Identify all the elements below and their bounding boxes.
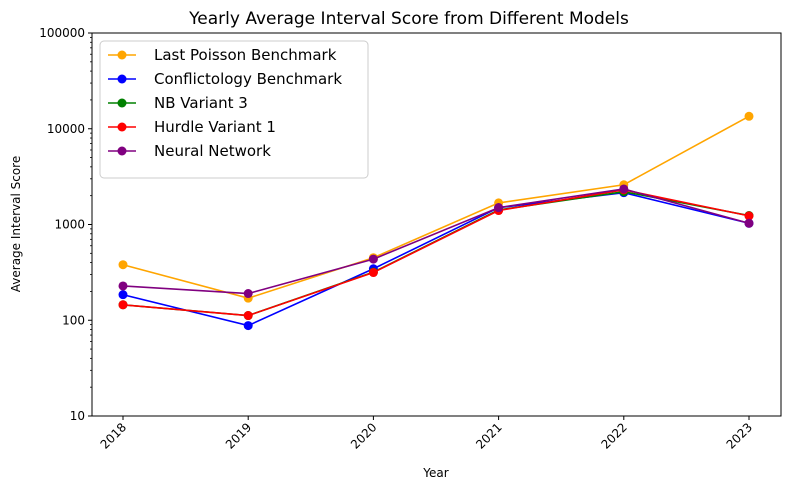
- y-tick-label: 10000: [47, 122, 85, 136]
- data-point: [744, 211, 754, 221]
- y-axis-label: Average Interval Score: [9, 156, 23, 292]
- data-point: [619, 184, 629, 194]
- x-tick-label: 2021: [473, 420, 504, 451]
- data-point: [744, 218, 754, 228]
- data-point: [243, 311, 253, 321]
- data-point: [494, 203, 504, 213]
- series-line: [122, 188, 750, 295]
- legend-frame: [99, 40, 369, 179]
- data-point: [243, 289, 253, 299]
- data-point: [744, 111, 754, 121]
- legend-label: Neural Network: [154, 142, 271, 160]
- legend-entry: Neural Network: [108, 142, 271, 160]
- legend-label: Hurdle Variant 1: [154, 118, 276, 136]
- x-tick-label: 2020: [348, 420, 379, 451]
- legend-entry: Conflictology Benchmark: [108, 70, 342, 88]
- series-3: [118, 185, 754, 321]
- legend-marker: [117, 50, 127, 60]
- legend-label: Last Poisson Benchmark: [154, 46, 337, 64]
- legend-label: NB Variant 3: [154, 94, 248, 112]
- x-axis-label: Year: [422, 466, 448, 480]
- legend-entry: Last Poisson Benchmark: [108, 46, 337, 64]
- y-tick-label: 1000: [54, 218, 85, 232]
- legend-label: Conflictology Benchmark: [154, 70, 342, 88]
- y-axis: 10 100 1000 10000 100000: [39, 26, 92, 423]
- series-line: [122, 191, 750, 327]
- data-point: [243, 321, 253, 331]
- data-point: [368, 254, 378, 264]
- data-point: [118, 260, 128, 270]
- y-tick-label: 10: [70, 409, 85, 423]
- y-tick-label: 100000: [39, 26, 85, 40]
- chart-title: Yearly Average Interval Score from Diffe…: [188, 9, 629, 29]
- data-point: [118, 281, 128, 291]
- legend-marker: [117, 74, 127, 84]
- x-axis: 2018 2019 2020 2021 2022 2023: [98, 416, 755, 452]
- legend: Last Poisson Benchmark Conflictology Benc…: [99, 40, 369, 179]
- y-tick-label: 100: [62, 313, 85, 327]
- data-point: [118, 300, 128, 310]
- legend-marker: [117, 122, 127, 132]
- x-tick-label: 2023: [724, 420, 755, 451]
- legend-entry: NB Variant 3: [108, 94, 248, 112]
- data-point: [118, 290, 128, 300]
- series-layer: [118, 111, 754, 331]
- legend-marker: [117, 146, 127, 156]
- legend-marker: [117, 98, 127, 108]
- data-point: [368, 268, 378, 278]
- series-1: [118, 188, 754, 331]
- series-line: [122, 190, 750, 317]
- series-line: [122, 189, 750, 317]
- series-2: [118, 187, 754, 321]
- series-4: [118, 184, 754, 299]
- legend-entry: Hurdle Variant 1: [108, 118, 276, 136]
- x-tick-label: 2018: [98, 420, 129, 451]
- x-tick-label: 2022: [598, 420, 629, 451]
- x-tick-label: 2019: [223, 420, 254, 451]
